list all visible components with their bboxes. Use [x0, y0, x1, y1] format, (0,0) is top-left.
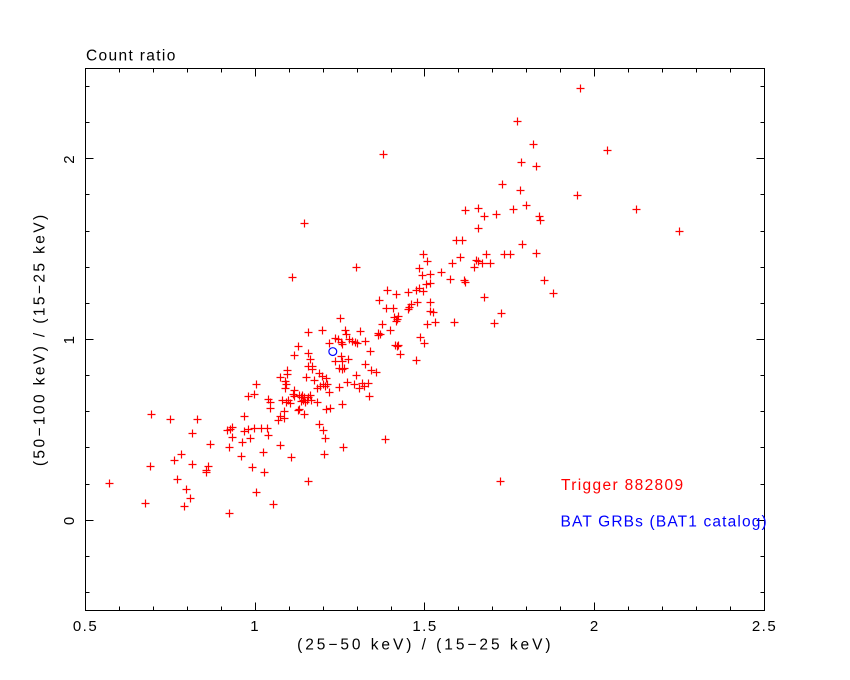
svg-text:0.5: 0.5 [73, 618, 98, 635]
svg-text:1.5: 1.5 [412, 618, 437, 635]
svg-text:2: 2 [61, 154, 78, 164]
svg-text:2.5: 2.5 [752, 618, 777, 635]
svg-text:Count ratio: Count ratio [86, 48, 177, 65]
svg-text:1: 1 [250, 618, 260, 635]
svg-text:2: 2 [590, 618, 600, 635]
svg-text:Trigger 882809: Trigger 882809 [561, 477, 684, 494]
svg-text:0: 0 [61, 515, 78, 525]
svg-text:(50−100 keV) / (15−25 keV): (50−100 keV) / (15−25 keV) [32, 212, 49, 466]
svg-text:1: 1 [61, 335, 78, 345]
svg-text:(25−50 keV) / (15−25 keV): (25−50 keV) / (15−25 keV) [297, 636, 553, 653]
svg-text:BAT GRBs (BAT1 catalog): BAT GRBs (BAT1 catalog) [561, 514, 768, 531]
